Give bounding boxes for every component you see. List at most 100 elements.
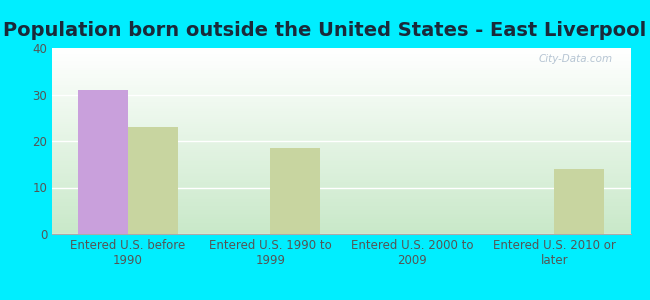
Bar <box>52 91 630 93</box>
Bar <box>52 191 630 193</box>
Bar <box>52 199 630 200</box>
Bar <box>52 74 630 76</box>
Bar <box>52 178 630 180</box>
Bar <box>52 165 630 167</box>
Bar <box>52 89 630 91</box>
Bar <box>52 221 630 223</box>
Bar <box>52 94 630 96</box>
Bar <box>52 113 630 115</box>
Bar <box>52 115 630 117</box>
Bar <box>52 139 630 141</box>
Bar <box>52 200 630 202</box>
Bar <box>52 117 630 119</box>
Bar <box>52 132 630 134</box>
Bar <box>52 163 630 165</box>
Bar <box>52 126 630 128</box>
Bar <box>52 130 630 132</box>
Bar <box>52 186 630 188</box>
Bar <box>52 63 630 65</box>
Bar <box>52 111 630 113</box>
Bar <box>52 124 630 126</box>
Bar <box>52 226 630 228</box>
Bar <box>52 148 630 150</box>
Bar <box>52 50 630 52</box>
Bar <box>52 217 630 219</box>
Bar <box>52 82 630 83</box>
Bar <box>52 57 630 59</box>
Bar <box>52 104 630 106</box>
Bar <box>52 219 630 221</box>
Bar <box>52 78 630 80</box>
Bar <box>52 85 630 87</box>
Bar <box>52 56 630 57</box>
Bar <box>52 171 630 172</box>
Bar <box>52 206 630 208</box>
Bar <box>52 176 630 178</box>
Bar <box>52 102 630 104</box>
Bar <box>52 98 630 100</box>
Bar <box>52 202 630 204</box>
Bar <box>128 127 178 234</box>
Bar <box>52 134 630 135</box>
Bar <box>52 65 630 67</box>
Text: Population born outside the United States - East Liverpool: Population born outside the United State… <box>3 21 647 40</box>
Bar <box>52 188 630 189</box>
Bar <box>52 61 630 63</box>
Bar <box>52 208 630 210</box>
Bar <box>52 54 630 56</box>
Bar <box>52 96 630 98</box>
Bar <box>52 52 630 54</box>
Bar <box>52 143 630 145</box>
Bar <box>52 197 630 199</box>
Bar <box>52 228 630 230</box>
Bar <box>52 70 630 72</box>
Bar <box>52 87 630 89</box>
Bar <box>52 169 630 171</box>
Bar <box>52 230 630 232</box>
Bar <box>52 156 630 158</box>
Bar <box>52 48 630 50</box>
Text: City-Data.com: City-Data.com <box>539 54 613 64</box>
Bar <box>78 90 128 234</box>
Bar <box>52 100 630 102</box>
Bar <box>52 158 630 160</box>
Bar <box>52 80 630 82</box>
Bar <box>52 152 630 154</box>
Bar <box>52 72 630 74</box>
Bar <box>52 110 630 111</box>
Bar <box>52 121 630 122</box>
Bar <box>52 215 630 217</box>
Bar <box>52 59 630 61</box>
Bar <box>52 225 630 226</box>
Bar <box>52 232 630 234</box>
Bar <box>52 172 630 175</box>
Bar <box>52 214 630 215</box>
Bar <box>270 148 320 234</box>
Bar <box>52 76 630 78</box>
Bar <box>52 147 630 148</box>
Bar <box>554 169 604 234</box>
Bar <box>52 182 630 184</box>
Bar <box>52 189 630 191</box>
Bar <box>52 160 630 161</box>
Bar <box>52 175 630 176</box>
Bar <box>52 83 630 85</box>
Bar <box>52 93 630 94</box>
Bar <box>52 106 630 107</box>
Bar <box>52 137 630 139</box>
Bar <box>52 154 630 156</box>
Bar <box>52 204 630 206</box>
Bar <box>52 128 630 130</box>
Bar <box>52 223 630 225</box>
Bar <box>52 167 630 169</box>
Bar <box>52 180 630 182</box>
Bar <box>52 68 630 70</box>
Bar <box>52 212 630 214</box>
Bar <box>52 145 630 147</box>
Bar <box>52 107 630 110</box>
Bar <box>52 184 630 186</box>
Bar <box>52 119 630 121</box>
Bar <box>52 193 630 195</box>
Bar <box>52 161 630 163</box>
Bar <box>52 67 630 68</box>
